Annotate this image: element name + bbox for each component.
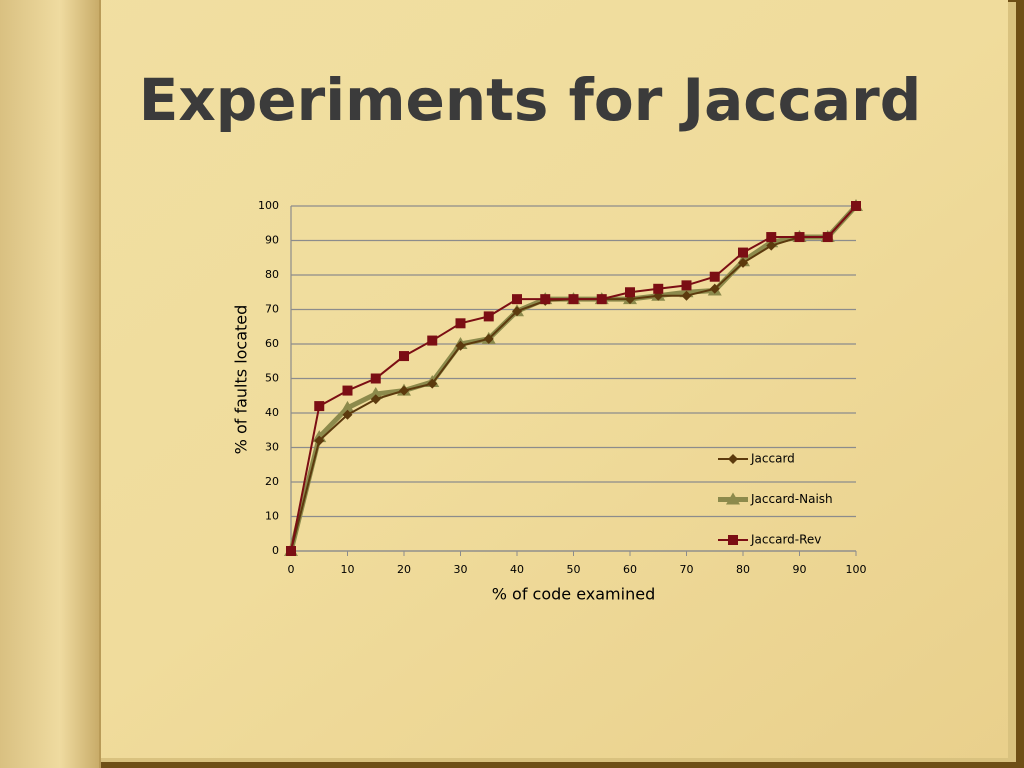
marker: [427, 378, 438, 389]
x-tick-label: 80: [736, 563, 750, 576]
x-tick-label: 30: [454, 563, 468, 576]
marker: [709, 283, 720, 294]
x-tick-label: 50: [567, 563, 581, 576]
x-tick-label: 10: [341, 563, 355, 576]
binding: [0, 0, 100, 768]
marker: [766, 240, 777, 251]
marker: [625, 287, 635, 298]
x-tick-label: 90: [793, 563, 807, 576]
y-tick-label: 90: [265, 234, 279, 247]
marker: [596, 294, 607, 305]
y-tick-label: 60: [265, 337, 279, 350]
marker: [340, 400, 355, 413]
y-tick-label: 100: [258, 199, 279, 212]
x-axis-label: % of code examined: [492, 585, 655, 604]
y-tick-label: 50: [265, 372, 279, 385]
marker: [370, 373, 381, 384]
y-tick-label: 10: [265, 510, 279, 523]
chart-title: Experiments for Jaccard: [139, 66, 922, 134]
marker: [368, 387, 383, 400]
marker: [455, 340, 466, 351]
y-tick-label: 70: [265, 303, 279, 316]
x-tick-label: 70: [680, 563, 694, 576]
marker: [286, 546, 296, 556]
marker: [483, 333, 494, 344]
marker: [512, 294, 522, 305]
marker: [728, 535, 738, 545]
marker: [822, 232, 833, 243]
x-tick-label: 0: [288, 563, 295, 576]
y-tick-label: 0: [272, 544, 279, 557]
legend-label: Jaccard-Naish: [750, 492, 833, 506]
marker: [399, 385, 409, 396]
y-tick-label: 20: [265, 475, 279, 488]
legend-label: Jaccard: [750, 452, 795, 466]
marker: [342, 385, 353, 396]
y-tick-label: 40: [265, 406, 279, 419]
marker: [483, 311, 494, 322]
marker: [342, 409, 353, 420]
marker: [314, 435, 325, 446]
marker: [728, 454, 738, 464]
marker: [512, 306, 522, 317]
marker: [766, 232, 777, 243]
marker: [709, 271, 720, 282]
marker: [726, 492, 740, 505]
marker: [738, 247, 748, 258]
marker: [851, 201, 861, 211]
x-tick-label: 40: [510, 563, 524, 576]
marker: [794, 232, 805, 243]
marker: [568, 294, 579, 305]
marker: [455, 318, 466, 329]
plot: 0 10 20 30 40 50 60 70 80 90 100 0 10 20 30 40 50 60 70 80 9…: [232, 199, 867, 604]
marker: [681, 280, 692, 291]
legend-label: Jaccard-Rev: [750, 533, 821, 547]
x-tick-label: 60: [623, 563, 637, 576]
marker: [738, 257, 748, 268]
x-tick-label: 20: [397, 563, 411, 576]
y-axis-label: % of faults located: [232, 305, 251, 455]
marker: [681, 290, 692, 301]
y-tick-label: 30: [265, 441, 279, 454]
x-tick-label: 100: [846, 563, 867, 576]
marker: [540, 294, 551, 305]
marker: [399, 351, 409, 362]
y-tick-label: 80: [265, 268, 279, 281]
marker: [370, 394, 381, 405]
marker: [314, 401, 325, 412]
marker: [653, 283, 664, 294]
marker: [427, 335, 438, 346]
